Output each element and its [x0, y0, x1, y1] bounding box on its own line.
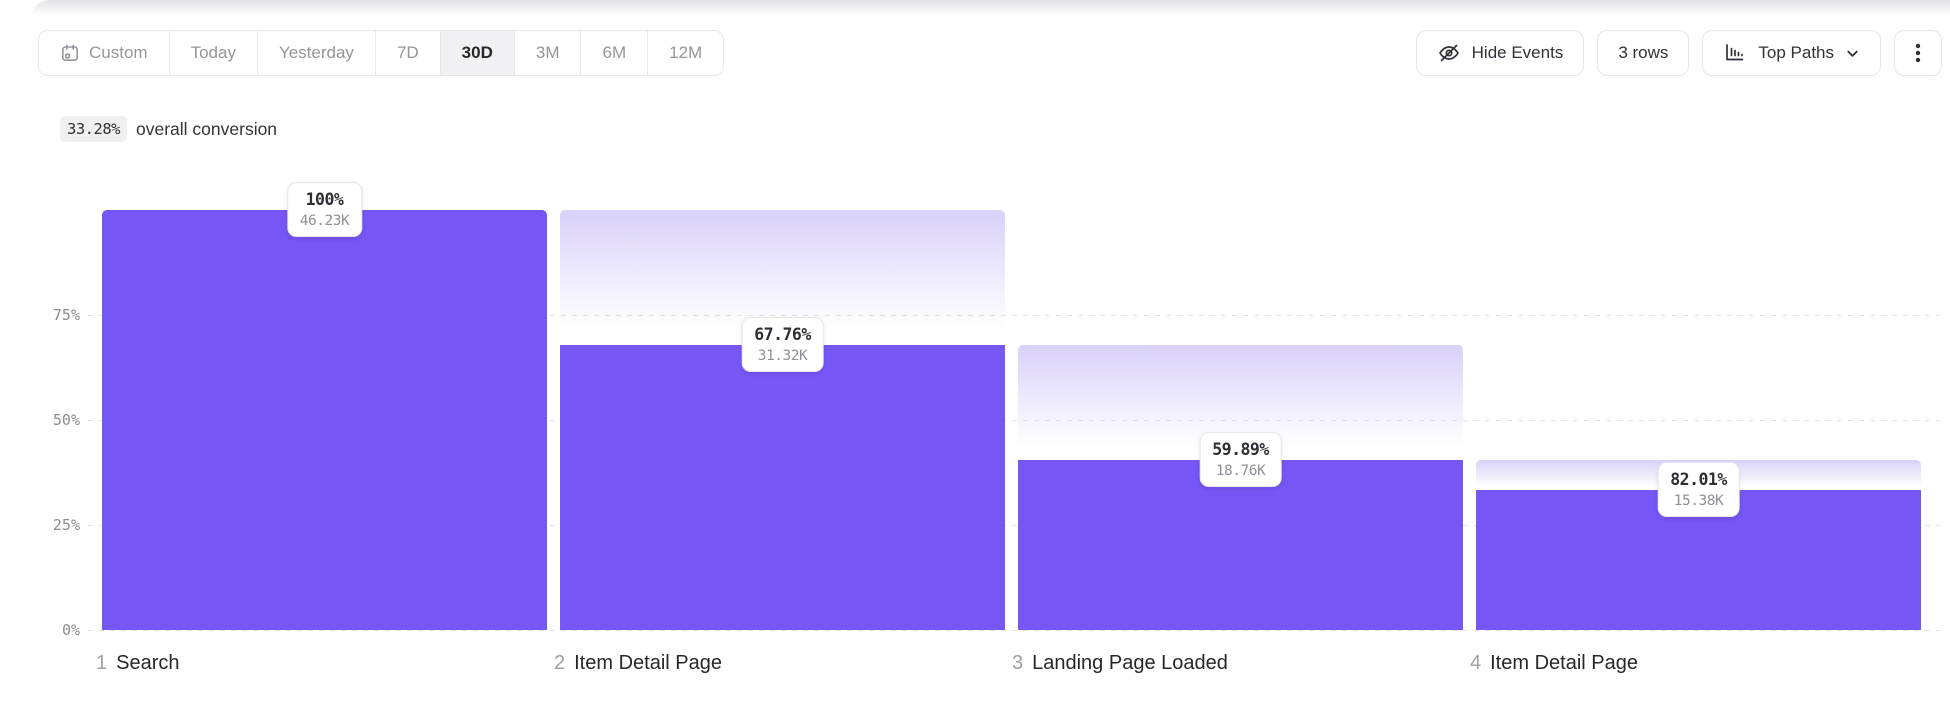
step-conversion-pct: 82.01%	[1670, 470, 1727, 490]
calendar-icon	[60, 43, 80, 63]
overall-conversion: 33.28% overall conversion	[60, 116, 277, 142]
step-label-2[interactable]: 2 Item Detail Page	[554, 652, 722, 675]
step-count: 31.32K	[757, 348, 808, 365]
step-conversion-pct: 67.76%	[754, 325, 811, 345]
date-range-custom[interactable]: Custom	[39, 31, 169, 75]
top-paths-button[interactable]: Top Paths	[1702, 30, 1881, 76]
step-name: Landing Page Loaded	[1032, 652, 1228, 674]
funnel-bar-step-2[interactable]	[560, 345, 1005, 630]
panel-top-shadow	[30, 0, 1950, 20]
rows-button[interactable]: 3 rows	[1597, 30, 1690, 76]
date-range-yesterday[interactable]: Yesterday	[256, 31, 375, 75]
kebab-icon	[1915, 41, 1921, 65]
overall-conversion-value: 33.28%	[60, 116, 127, 142]
rows-label: 3 rows	[1618, 43, 1669, 62]
gridline-25	[88, 524, 1940, 526]
y-tick-label: 0%	[61, 621, 80, 639]
hide-events-button[interactable]: Hide Events	[1415, 30, 1585, 76]
step-number: 4	[1470, 652, 1482, 674]
step-number: 1	[96, 652, 108, 674]
y-tick-label: 25%	[52, 516, 80, 534]
value-chip-step-1: 100% 46.23K	[286, 182, 363, 237]
bar-chart-icon	[1723, 41, 1747, 65]
step-number: 2	[554, 652, 566, 674]
date-range-3m[interactable]: 3M	[513, 31, 581, 75]
more-options-button[interactable]	[1894, 30, 1942, 76]
date-range-picker: Custom Today Yesterday 7D 30D 3M 6M 12M	[38, 30, 725, 76]
chevron-down-icon	[1845, 46, 1860, 61]
step-count: 46.23K	[299, 213, 350, 229]
step-count: 18.76K	[1215, 462, 1266, 479]
y-tick-label: 75%	[52, 306, 80, 324]
step-name: Search	[116, 652, 180, 674]
step-name: Item Detail Page	[574, 652, 722, 674]
gridline-0	[88, 629, 1940, 631]
gridline-50	[88, 419, 1940, 421]
date-range-label: 12M	[669, 43, 703, 62]
y-tick-label: 50%	[52, 411, 80, 429]
step-label-4[interactable]: 4 Item Detail Page	[1470, 652, 1638, 675]
date-range-label: 6M	[602, 43, 627, 62]
step-name: Item Detail Page	[1490, 652, 1638, 674]
gridline-75	[88, 314, 1940, 316]
toolbar-actions: Hide Events 3 rows Top Paths	[1415, 30, 1942, 76]
overall-conversion-label: overall conversion	[136, 118, 278, 139]
step-count: 15.38K	[1673, 493, 1724, 510]
date-range-label: Yesterday	[278, 43, 354, 62]
date-range-6m[interactable]: 6M	[580, 31, 648, 75]
eye-off-icon	[1437, 41, 1461, 65]
date-range-label: Custom	[89, 43, 148, 62]
step-conversion-pct: 100%	[305, 190, 344, 209]
date-range-label: 7D	[396, 43, 419, 62]
date-range-label: Today	[190, 43, 236, 62]
step-label-3[interactable]: 3 Landing Page Loaded	[1012, 652, 1228, 675]
date-range-label: 30D	[461, 43, 493, 62]
date-range-30d[interactable]: 30D	[439, 31, 514, 75]
step-conversion-pct: 59.89%	[1212, 439, 1269, 459]
date-range-today[interactable]: Today	[168, 31, 257, 75]
funnel-bar-step-1[interactable]	[102, 210, 547, 630]
value-chip-step-4: 82.01% 15.38K	[1657, 462, 1740, 518]
date-range-7d[interactable]: 7D	[374, 31, 440, 75]
step-label-1[interactable]: 1 Search	[96, 652, 180, 675]
step-number: 3	[1012, 652, 1024, 674]
date-range-label: 3M	[535, 43, 560, 62]
date-range-12m[interactable]: 12M	[647, 31, 724, 75]
hide-events-label: Hide Events	[1471, 43, 1564, 62]
value-chip-step-3: 59.89% 18.76K	[1199, 431, 1282, 487]
value-chip-step-2: 67.76% 31.32K	[741, 317, 824, 373]
top-paths-label: Top Paths	[1758, 43, 1834, 62]
funnel-bar-step-3[interactable]	[1018, 459, 1463, 630]
